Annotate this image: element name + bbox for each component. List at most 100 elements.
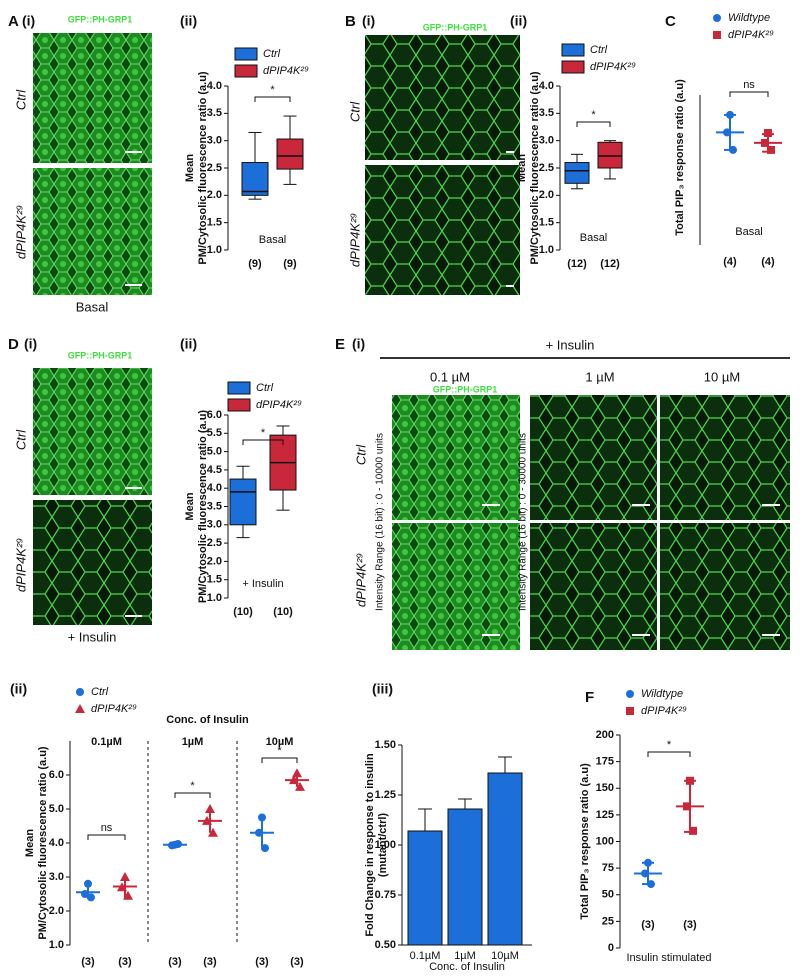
y-tick-label: 4.0 bbox=[207, 482, 222, 494]
chart-title: Conc. of Insulin bbox=[166, 714, 249, 726]
bar bbox=[487, 772, 523, 946]
legend-label: Ctrl bbox=[263, 48, 281, 60]
legend-marker bbox=[626, 707, 634, 715]
micrograph bbox=[660, 395, 790, 520]
y-tick-label: 175 bbox=[596, 756, 614, 768]
panel-label: (ii) bbox=[180, 13, 197, 29]
panel-label: (i) bbox=[24, 336, 37, 352]
condition-label: Basal bbox=[580, 232, 608, 244]
legend-label: dPIP4K²⁹ bbox=[641, 705, 687, 717]
x-axis-label: Conc. of Insulin bbox=[429, 961, 505, 972]
intensity-label: Intensity Range (16 bit) : 0 - 30000 uni… bbox=[518, 433, 529, 611]
condition-label: + Insulin bbox=[546, 337, 595, 352]
panel-label: (ii) bbox=[10, 681, 27, 697]
legend-marker bbox=[75, 704, 85, 713]
n-label: (3) bbox=[683, 919, 697, 931]
significance-label: ns bbox=[743, 79, 755, 91]
x-tick-label: 10µM bbox=[491, 950, 519, 962]
significance-label: * bbox=[270, 84, 275, 96]
legend-label: Ctrl bbox=[256, 382, 274, 394]
box bbox=[241, 162, 269, 196]
y-tick-label: 150 bbox=[596, 782, 614, 794]
n-label: (10) bbox=[273, 606, 293, 618]
n-label: (4) bbox=[761, 256, 775, 268]
y-tick-label: 1.5 bbox=[207, 217, 222, 229]
panel-label: B bbox=[345, 13, 356, 30]
legend-swatch bbox=[561, 43, 585, 57]
significance-bracket bbox=[261, 757, 298, 763]
legend-label: Wildtype bbox=[728, 12, 770, 24]
y-axis-label: Mean bbox=[24, 829, 36, 857]
legend-swatch bbox=[561, 60, 585, 74]
n-label: (3) bbox=[81, 956, 95, 968]
point bbox=[208, 827, 218, 837]
y-axis-label: Total PIP₃ response ratio (a.u) bbox=[674, 79, 686, 236]
legend-swatch bbox=[234, 64, 258, 78]
legend-label: Ctrl bbox=[590, 44, 608, 56]
significance-label: * bbox=[591, 109, 596, 121]
point bbox=[689, 826, 697, 835]
n-label: (3) bbox=[118, 956, 132, 968]
genotype-label: Ctrl bbox=[353, 444, 368, 465]
y-axis-label: Total PIP₃ response ratio (a.u) bbox=[579, 763, 591, 920]
significance-bracket bbox=[254, 96, 291, 102]
significance-label: * bbox=[277, 745, 282, 757]
y-tick-label: 3.0 bbox=[207, 519, 222, 531]
y-tick-label: 1.0 bbox=[207, 244, 222, 256]
micrograph bbox=[33, 500, 152, 625]
n-label: (3) bbox=[290, 956, 304, 968]
micrograph bbox=[33, 33, 152, 163]
stain-label: GFP::PH-GRP1 bbox=[68, 14, 133, 24]
n-label: (4) bbox=[723, 256, 737, 268]
legend-marker bbox=[626, 690, 634, 698]
point bbox=[292, 768, 302, 778]
panel-label: F bbox=[585, 689, 594, 706]
dose-label: 1 µM bbox=[585, 369, 614, 384]
micrograph bbox=[392, 395, 520, 520]
y-tick-label: 1.5 bbox=[207, 574, 222, 586]
condition-label: Basal bbox=[259, 234, 287, 246]
micrograph bbox=[530, 523, 657, 650]
y-tick-label: 3.0 bbox=[49, 871, 64, 883]
significance-label: * bbox=[667, 739, 672, 751]
y-tick-label: 75 bbox=[602, 862, 614, 874]
n-label: (12) bbox=[567, 258, 587, 270]
n-label: (3) bbox=[255, 956, 269, 968]
y-axis-label: (mutant/ctrl) bbox=[377, 813, 389, 878]
y-tick-label: 0.75 bbox=[375, 889, 396, 901]
dose-label: 0.1 µM bbox=[430, 369, 470, 384]
genotype-label: Ctrl bbox=[13, 429, 28, 450]
figure-labels: A (i) (ii) B (i) (ii) C D (i) (ii) E (i)… bbox=[8, 13, 740, 706]
significance-label: * bbox=[261, 427, 266, 439]
y-tick-label: 5.0 bbox=[49, 803, 64, 815]
group-label: 0.1µM bbox=[91, 736, 122, 748]
panel-label: D bbox=[8, 336, 19, 353]
y-tick-label: 125 bbox=[596, 809, 614, 821]
condition-label: Insulin stimulated bbox=[627, 952, 712, 964]
y-tick-label: 4.0 bbox=[49, 837, 64, 849]
legend-marker bbox=[713, 14, 721, 22]
point bbox=[764, 129, 772, 137]
micrograph bbox=[530, 395, 657, 520]
y-tick-label: 4.0 bbox=[207, 80, 222, 92]
y-axis-label: PM/Cytosolic fluorescence ratio (a.u) bbox=[197, 71, 209, 264]
panel-label: A bbox=[8, 13, 19, 30]
significance-bracket bbox=[647, 751, 691, 757]
y-tick-label: 0 bbox=[608, 942, 614, 954]
condition-label: + Insulin bbox=[68, 629, 117, 644]
y-tick-label: 2.5 bbox=[207, 537, 222, 549]
y-tick-label: 1.00 bbox=[375, 839, 396, 851]
y-tick-label: 2.0 bbox=[207, 189, 222, 201]
group-label: 1µM bbox=[182, 736, 204, 748]
legend-label: Ctrl bbox=[91, 686, 109, 698]
n-label: (9) bbox=[248, 258, 262, 270]
micrograph bbox=[365, 35, 520, 160]
box bbox=[229, 478, 257, 526]
y-tick-label: 4.5 bbox=[207, 464, 222, 476]
point bbox=[205, 804, 215, 813]
y-tick-label: 3.0 bbox=[539, 135, 554, 147]
legend-label: dPIP4K²⁹ bbox=[590, 61, 636, 73]
point bbox=[295, 781, 305, 791]
legend-label: dPIP4K²⁹ bbox=[728, 29, 774, 41]
panel-label: C bbox=[665, 13, 676, 30]
